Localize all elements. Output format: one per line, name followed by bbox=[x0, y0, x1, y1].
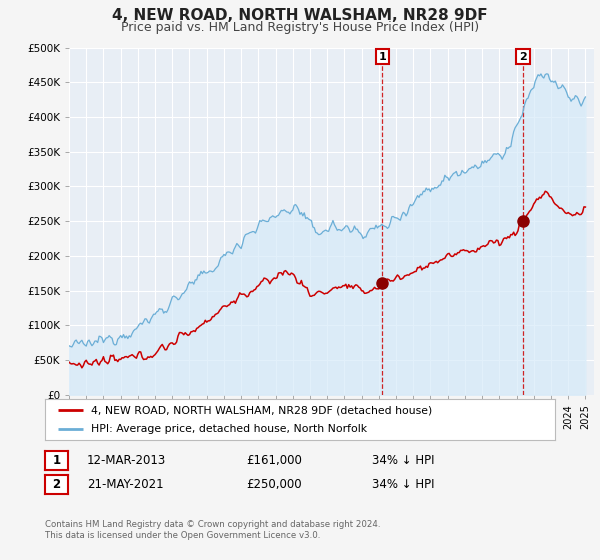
Text: This data is licensed under the Open Government Licence v3.0.: This data is licensed under the Open Gov… bbox=[45, 531, 320, 540]
Text: £161,000: £161,000 bbox=[246, 454, 302, 467]
Text: 2: 2 bbox=[519, 52, 527, 62]
Text: HPI: Average price, detached house, North Norfolk: HPI: Average price, detached house, Nort… bbox=[91, 424, 367, 433]
Text: £250,000: £250,000 bbox=[246, 478, 302, 491]
Text: 12-MAR-2013: 12-MAR-2013 bbox=[87, 454, 166, 467]
Text: Price paid vs. HM Land Registry's House Price Index (HPI): Price paid vs. HM Land Registry's House … bbox=[121, 21, 479, 34]
Text: 2: 2 bbox=[52, 478, 61, 492]
Text: 21-MAY-2021: 21-MAY-2021 bbox=[87, 478, 164, 491]
Text: 1: 1 bbox=[52, 454, 61, 468]
Text: 4, NEW ROAD, NORTH WALSHAM, NR28 9DF: 4, NEW ROAD, NORTH WALSHAM, NR28 9DF bbox=[112, 8, 488, 24]
Text: Contains HM Land Registry data © Crown copyright and database right 2024.: Contains HM Land Registry data © Crown c… bbox=[45, 520, 380, 529]
Text: 1: 1 bbox=[379, 52, 386, 62]
Text: 4, NEW ROAD, NORTH WALSHAM, NR28 9DF (detached house): 4, NEW ROAD, NORTH WALSHAM, NR28 9DF (de… bbox=[91, 405, 432, 415]
Text: 34% ↓ HPI: 34% ↓ HPI bbox=[372, 478, 434, 491]
Text: 34% ↓ HPI: 34% ↓ HPI bbox=[372, 454, 434, 467]
